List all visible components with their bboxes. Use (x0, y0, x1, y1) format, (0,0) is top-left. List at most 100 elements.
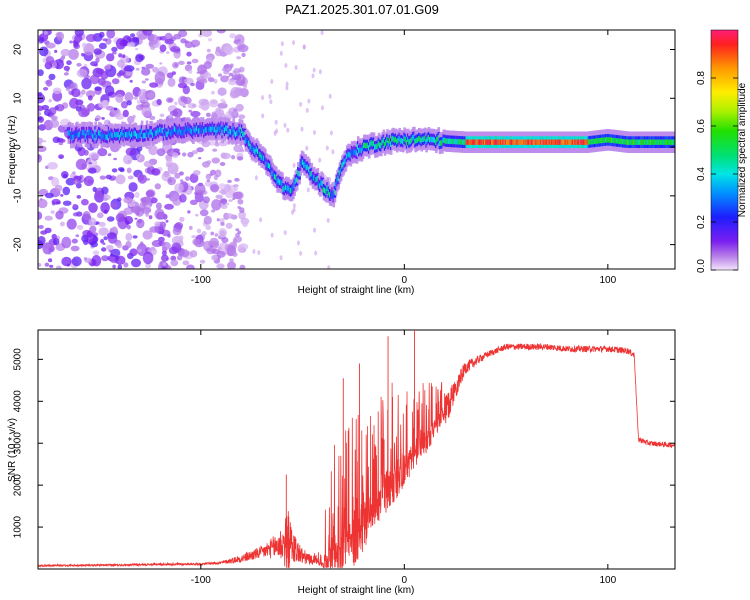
spectrogram-noise-cell (299, 250, 303, 256)
spectrogram-ridge-core (392, 135, 395, 142)
spectrogram-noise-cell (217, 87, 227, 96)
spectrogram-noise-cell (192, 238, 201, 246)
spectrogram-noise-cell (131, 258, 141, 268)
spectrogram-noise-cell (236, 56, 242, 60)
spectrogram-noise-cell (216, 263, 225, 269)
spectrogram-ridge-core (497, 139, 500, 145)
spectrogram-noise-cell (305, 145, 309, 151)
spectrogram-ytick-label: 20 (13, 44, 24, 56)
spectrogram-noise-cell (167, 176, 177, 186)
spectrogram-noise-cell (65, 177, 76, 186)
spectrogram-ridge-core (537, 139, 541, 145)
spectrogram-noise-cell (38, 236, 46, 245)
spectrogram-noise-cell (193, 170, 201, 176)
spectrogram-ridge-core (73, 133, 77, 139)
spectrogram-noise-cell (261, 95, 264, 101)
spectrogram-noise-cell (190, 110, 201, 118)
spectrogram-noise-cell (177, 82, 188, 89)
spectrogram-noise-cell (154, 71, 166, 84)
spectrogram-noise-cell (186, 264, 195, 269)
spectrogram-noise-cell (60, 48, 71, 57)
spectrogram-noise-cell (199, 259, 206, 264)
spectrogram-noise-cell (120, 101, 128, 109)
spectrogram-noise-cell (199, 78, 208, 84)
spectrogram-noise-cell (187, 151, 194, 158)
spectrogram-noise-cell (126, 167, 132, 174)
spectrogram-noise-cell (191, 58, 199, 64)
spectrogram-noise-cell (132, 36, 140, 43)
spectrogram-noise-cell (156, 98, 162, 106)
spectrogram-noise-cell (125, 147, 137, 156)
spectrogram-noise-cell (311, 73, 315, 79)
spectrogram-noise-cell (45, 42, 56, 49)
spectrogram-noise-cell (229, 258, 234, 263)
spectrogram-noise-cell (81, 77, 92, 90)
spectrogram-noise-cell (73, 179, 80, 185)
spectrogram-noise-cell (143, 160, 154, 168)
spectrogram-noise-cell (66, 60, 72, 66)
spectrogram-noise-cell (44, 215, 53, 221)
spectrogram-noise-cell (141, 105, 152, 117)
spectrogram-noise-cell (237, 44, 249, 53)
spectrogram-noise-cell (225, 222, 233, 229)
spectrogram-noise-cell (299, 101, 303, 107)
spectrogram-noise-cell (228, 107, 238, 117)
spectrogram-noise-cell (63, 126, 67, 130)
spectrogram-noise-cell (90, 241, 98, 248)
spectrogram-noise-cell (117, 264, 123, 269)
spectrogram-noise-cell (75, 158, 87, 170)
spectrogram-noise-cell (173, 201, 179, 205)
spectrogram-ytick-label: -20 (13, 237, 24, 252)
spectrogram-noise-cell (186, 61, 192, 65)
spectrogram-noise-cell (101, 255, 109, 262)
spectrogram-noise-cell (142, 251, 154, 265)
spectrogram-noise-cell (237, 206, 241, 209)
spectrogram-noise-cell (159, 62, 163, 65)
spectrogram-noise-cell (228, 72, 234, 77)
spectrogram-noise-cell (76, 195, 82, 199)
spectrogram-noise-cell (99, 31, 105, 38)
spectrogram-noise-cell (60, 194, 64, 197)
spectrogram-xtick-label: 100 (599, 275, 616, 286)
spectrogram-noise-cell (189, 250, 198, 258)
spectrogram-noise-cell (219, 218, 225, 224)
spectrogram-noise-cell (211, 248, 221, 255)
spectrogram-noise-cell (92, 186, 97, 192)
spectrogram-noise-cell (148, 145, 158, 156)
spectrogram-noise-cell (141, 80, 147, 84)
spectrogram-noise-cell (150, 45, 156, 51)
spectrogram-noise-cell (211, 199, 222, 211)
spectrogram-noise-cell (156, 148, 166, 157)
spectrogram-noise-cell (126, 224, 131, 230)
colorbar-tick-label: 0.8 (696, 71, 707, 85)
spectrogram-noise-cell (107, 153, 112, 157)
spectrogram-noise-cell (48, 99, 52, 103)
spectrogram-noise-cell (215, 194, 223, 199)
spectrogram-noise-cell (206, 160, 212, 165)
spectrogram-xtick-label: -100 (191, 275, 211, 286)
spectrogram-noise-cell (238, 114, 246, 120)
spectrogram-noise-cell (105, 105, 114, 111)
spectrogram-noise-cell (174, 222, 184, 230)
snr-frame (37, 329, 676, 570)
spectrogram-noise-cell (91, 255, 102, 267)
spectrogram-noise-cell (179, 235, 184, 241)
spectrogram-noise-cell (87, 95, 93, 101)
spectrogram-noise-cell (149, 226, 159, 233)
spectrogram-noise-cell (285, 85, 289, 91)
spectrogram-noise-cell (199, 65, 205, 70)
chart-title: PAZ1.2025.301.07.01.G09 (285, 2, 439, 17)
spectrogram-ridge-core (612, 137, 615, 144)
spectrogram-noise-cell (188, 69, 193, 74)
spectrogram-noise-cell (59, 221, 65, 227)
spectrogram-noise-cell (69, 83, 76, 89)
spectrogram-noise-cell (318, 69, 322, 75)
spectrogram-noise-cell (174, 101, 178, 106)
snr-series-line (38, 342, 675, 569)
spectrogram-noise-cell (176, 254, 183, 261)
spectrogram-noise-cell (116, 242, 123, 249)
snr-ytick-label: 1000 (13, 516, 24, 539)
spectrogram-noise-cell (279, 50, 283, 56)
spectrogram-noise-cell (292, 40, 295, 46)
spectrogram-noise-cell (140, 207, 152, 214)
